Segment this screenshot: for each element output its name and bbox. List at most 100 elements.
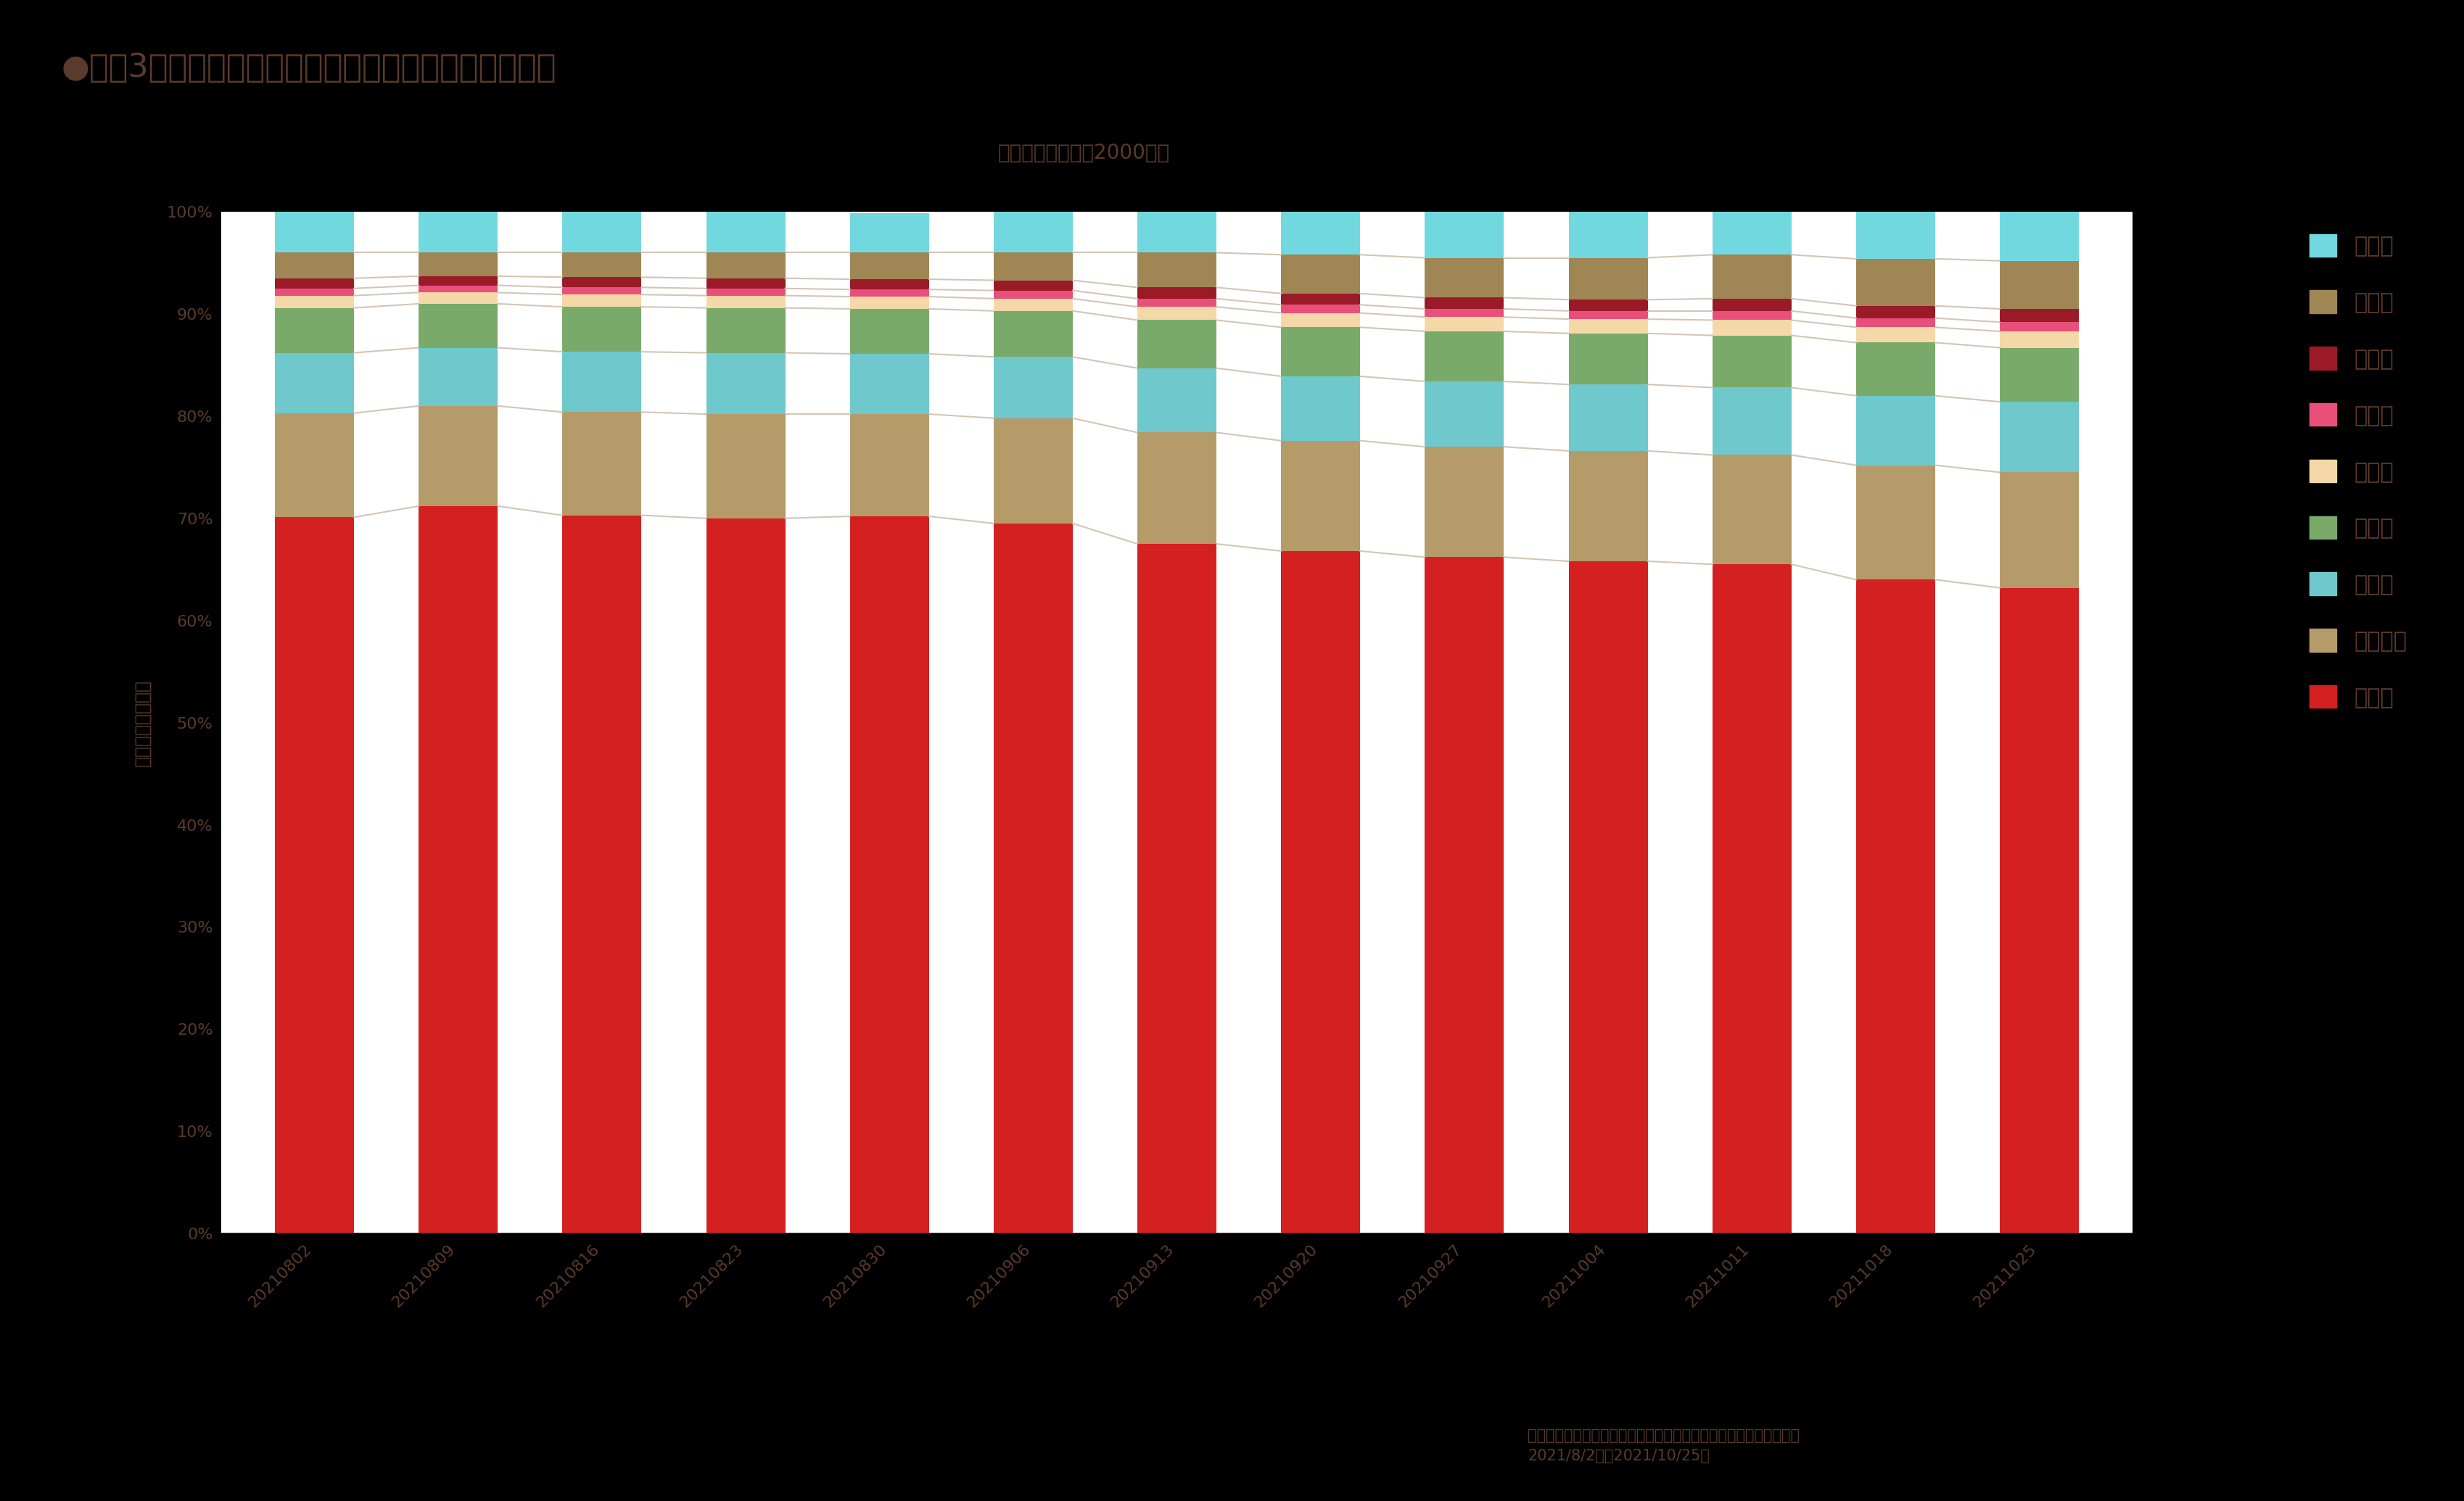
Bar xyxy=(993,524,1072,1234)
Bar xyxy=(1281,327,1360,377)
Bar xyxy=(562,252,641,278)
Bar xyxy=(1424,447,1503,557)
Bar xyxy=(1855,318,1934,327)
Bar xyxy=(1424,557,1503,1234)
Bar xyxy=(993,357,1072,419)
Bar xyxy=(993,311,1072,357)
Bar xyxy=(2001,332,2080,348)
Bar xyxy=(419,303,498,348)
Bar xyxy=(1424,381,1503,447)
Bar xyxy=(276,296,355,308)
Bar xyxy=(1138,212,1217,252)
Bar xyxy=(850,297,929,309)
Bar xyxy=(1138,320,1217,368)
Bar xyxy=(419,405,498,506)
Bar xyxy=(1712,387,1791,455)
Bar xyxy=(850,279,929,290)
Legend: 兵庫県, 静岡県, 愛知県, 茨城県, 大阪府, 千葉県, 埼玉県, 神奈川県, 東京都: 兵庫県, 静岡県, 愛知県, 茨城県, 大阪府, 千葉県, 埼玉県, 神奈川県,… xyxy=(2299,222,2417,719)
Bar xyxy=(1855,465,1934,579)
Bar xyxy=(276,353,355,413)
Bar xyxy=(562,413,641,515)
Bar xyxy=(1424,212,1503,258)
Bar xyxy=(419,212,498,252)
Bar xyxy=(1712,311,1791,320)
Bar xyxy=(1570,212,1648,258)
Bar xyxy=(276,288,355,296)
Bar xyxy=(1570,561,1648,1234)
Bar xyxy=(1138,432,1217,543)
Bar xyxy=(1570,311,1648,320)
Bar xyxy=(2001,323,2080,332)
Bar xyxy=(562,306,641,351)
Bar xyxy=(1712,212,1791,255)
Bar xyxy=(1424,258,1503,297)
Bar xyxy=(1138,299,1217,306)
Bar xyxy=(850,516,929,1234)
Bar xyxy=(1712,455,1791,564)
Bar xyxy=(707,252,786,278)
Bar xyxy=(1855,306,1934,318)
Text: 渋谷駅　　休日・2000時台: 渋谷駅 休日・2000時台 xyxy=(998,143,1170,164)
Bar xyxy=(993,291,1072,299)
Bar xyxy=(1424,317,1503,332)
Bar xyxy=(419,348,498,405)
Bar xyxy=(993,299,1072,311)
Bar xyxy=(276,212,355,252)
Bar xyxy=(2001,473,2080,588)
Bar xyxy=(1712,320,1791,335)
Bar xyxy=(419,252,498,276)
Text: ●直近3ヶ月の休日　渋谷駅周辺人口居住地構成比推移: ●直近3ヶ月の休日 渋谷駅周辺人口居住地構成比推移 xyxy=(62,53,557,84)
Bar xyxy=(850,252,929,279)
Bar xyxy=(1712,564,1791,1234)
Bar xyxy=(1424,309,1503,317)
Bar xyxy=(707,212,786,252)
Bar xyxy=(562,515,641,1234)
Bar xyxy=(707,353,786,414)
Bar xyxy=(1281,551,1360,1234)
Bar xyxy=(993,419,1072,524)
Bar xyxy=(562,351,641,413)
Bar xyxy=(707,414,786,518)
Bar xyxy=(1281,305,1360,314)
Bar xyxy=(419,506,498,1234)
Bar xyxy=(707,278,786,288)
Bar xyxy=(850,354,929,414)
Bar xyxy=(419,276,498,285)
Bar xyxy=(1424,332,1503,381)
Bar xyxy=(1424,297,1503,309)
Bar xyxy=(1570,450,1648,561)
Bar xyxy=(1281,441,1360,551)
Bar xyxy=(276,308,355,353)
Bar xyxy=(1281,212,1360,255)
Bar xyxy=(707,308,786,353)
Bar xyxy=(1570,384,1648,450)
Bar xyxy=(2001,402,2080,473)
Bar xyxy=(1855,212,1934,258)
Bar xyxy=(993,252,1072,281)
Bar xyxy=(1138,543,1217,1234)
Bar xyxy=(1712,255,1791,299)
Bar xyxy=(707,518,786,1234)
Bar xyxy=(1712,335,1791,387)
Bar xyxy=(2001,588,2080,1234)
Bar xyxy=(1138,287,1217,299)
Bar xyxy=(2001,212,2080,261)
Bar xyxy=(850,414,929,516)
Bar xyxy=(1281,255,1360,294)
Bar xyxy=(1855,342,1934,396)
Bar xyxy=(562,212,641,252)
Bar xyxy=(276,518,355,1234)
Bar xyxy=(1855,396,1934,465)
Bar xyxy=(562,278,641,287)
Bar xyxy=(562,294,641,306)
Bar xyxy=(1138,368,1217,432)
Bar xyxy=(1281,314,1360,327)
Bar xyxy=(993,212,1072,252)
Bar xyxy=(850,290,929,297)
Bar xyxy=(1712,299,1791,311)
Bar xyxy=(419,293,498,303)
Bar xyxy=(850,213,929,252)
Bar xyxy=(707,296,786,308)
Bar xyxy=(276,278,355,288)
Bar xyxy=(1855,258,1934,306)
